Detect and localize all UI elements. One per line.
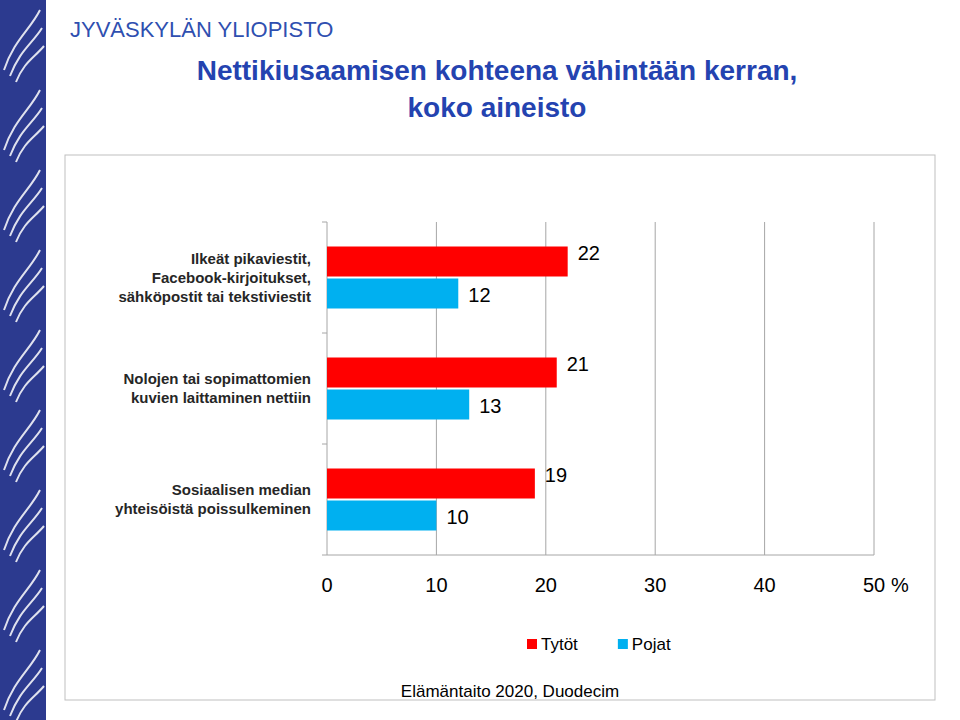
category-label-line: Sosiaalisen median [172,481,311,498]
grid-line [874,222,875,555]
source: Elämäntaito 2020, Duodecim [401,682,619,701]
stripe-curve [16,366,44,402]
category-label-line: kuvien laittaminen nettiin [131,389,311,406]
category-label-line: Facebook-kirjoitukset, [152,269,311,286]
legend-swatch [527,639,537,649]
category-tick [322,333,327,334]
category-tick [322,222,327,223]
tick-label: 20 [535,574,557,596]
stripe-curve [4,90,40,150]
stripe-decoration [4,10,44,720]
category-label-line: yhteisöistä poissulkeminen [115,500,311,517]
x-axis [327,555,874,556]
category-label: Nolojen tai sopimattomien kuvien laittami… [123,370,311,406]
title-line: Nettikiusaamisen kohteena vähintään kerr… [197,55,798,86]
bar [327,247,568,277]
stripe-curve [4,570,40,630]
tick-label: 10 [425,574,447,596]
legend-label: Tytöt [541,635,578,654]
legend-swatch [618,639,628,649]
stripe-curve [16,206,44,242]
bar [327,279,458,309]
stripe-curve [4,490,40,550]
chart-frame [65,155,935,700]
bar [327,501,436,531]
stripe-curve [16,686,44,720]
data-labels: 22 21 19 12 13 10 [446,242,600,528]
axis-label: % [891,574,909,596]
data-label: 12 [468,284,490,306]
category-tick [322,555,327,556]
tick-label: 30 [644,574,666,596]
header: JYVÄSKYLÄN YLIOPISTO [70,17,333,42]
bar [327,469,535,499]
tick-label: 50 [863,574,885,596]
stripe-curve [4,170,40,230]
stripe-curve [4,10,40,70]
legend: Tytöt Pojat [527,635,671,654]
slide: JYVÄSKYLÄN YLIOPISTO Nettikiusaamisen koh… [0,0,960,720]
stripe-curve [16,126,44,162]
stripe-curve [4,650,40,710]
stripe-curve [16,606,44,642]
data-label: 13 [479,395,501,417]
stripe-curve [16,526,44,562]
side-stripe [0,0,46,720]
stripe-curve [16,286,44,322]
category-label-line: Ilkeät pikaviestit, [191,250,311,267]
bars [327,247,568,531]
stripe-curve [4,250,40,310]
data-label: 21 [567,353,589,375]
tick-label: 40 [753,574,775,596]
bar [327,390,469,420]
stripe-curve [16,446,44,482]
bar [327,358,557,388]
tick-label: 0 [321,574,332,596]
category-label-line: Nolojen tai sopimattomien [123,370,311,387]
data-label: 10 [446,506,468,528]
category-tick [322,444,327,445]
stripe-curve [4,330,40,390]
category-label: Sosiaalisen median yhteisöistä poissulkem… [115,481,311,517]
title-line: koko aineisto [408,92,587,123]
category-label: Ilkeät pikaviestit, Facebook-kirjoitukset… [118,250,311,305]
legend-label: Pojat [632,635,671,654]
category-label-line: sähköpostit tai tekstiviestit [118,288,311,305]
stripe-curve [16,46,44,82]
grid-line [655,222,656,555]
title: Nettikiusaamisen kohteena vähintään kerr… [197,55,798,123]
grid-line [764,222,765,555]
data-label: 22 [578,242,600,264]
data-label: 19 [545,464,567,486]
stripe-curve [4,410,40,470]
